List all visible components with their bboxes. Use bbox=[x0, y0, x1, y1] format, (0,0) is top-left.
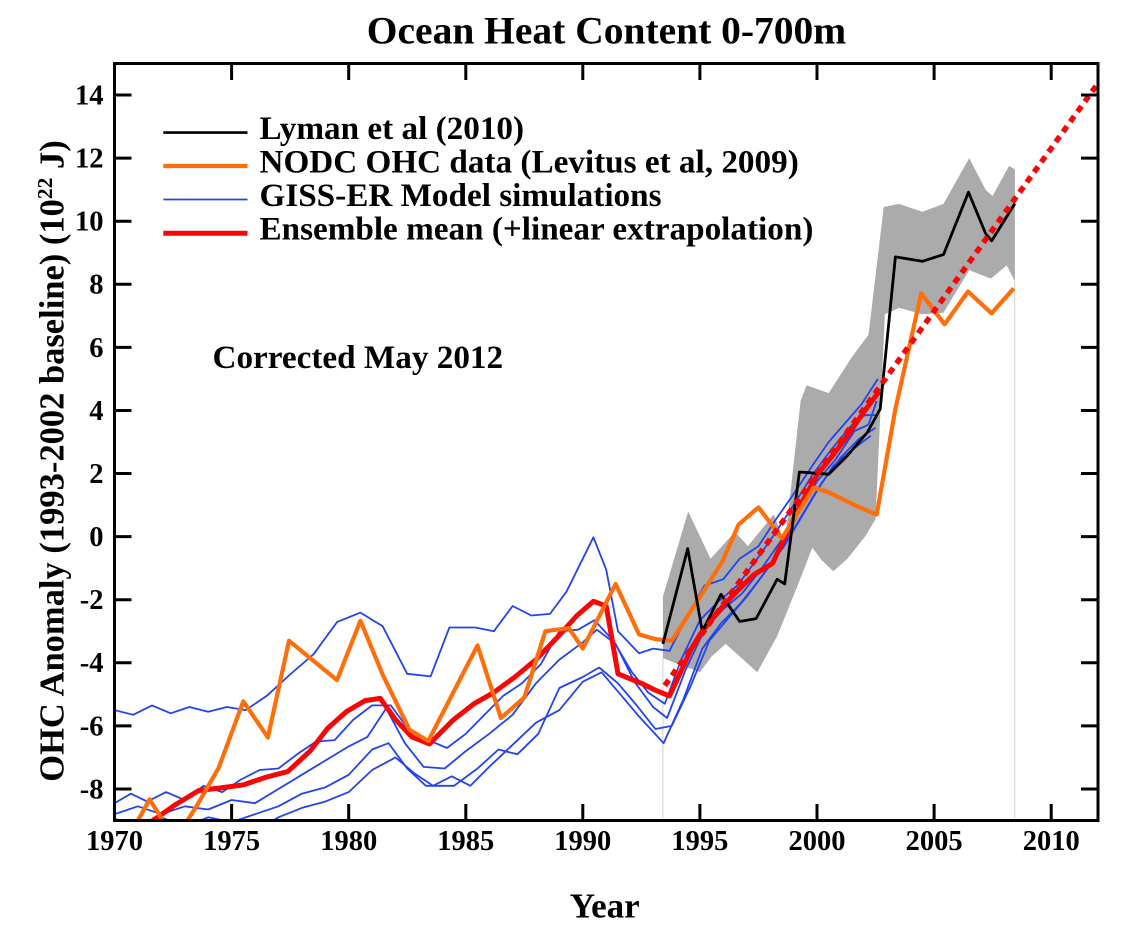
svg-text:1990: 1990 bbox=[554, 826, 611, 857]
svg-text:-8: -8 bbox=[80, 774, 104, 805]
svg-text:OHC Anomaly (1993-2002 baselin: OHC Anomaly (1993-2002 baseline) (1022 J… bbox=[33, 140, 72, 782]
svg-text:1975: 1975 bbox=[203, 826, 260, 857]
svg-text:-6: -6 bbox=[80, 711, 104, 742]
svg-text:2000: 2000 bbox=[789, 826, 846, 857]
svg-text:1995: 1995 bbox=[671, 826, 728, 857]
svg-text:4: 4 bbox=[89, 396, 103, 427]
svg-text:NODC OHC data (Levitus et al,: NODC OHC data (Levitus et al, 2009) bbox=[260, 143, 799, 180]
svg-text:0: 0 bbox=[89, 522, 103, 553]
svg-text:-2: -2 bbox=[80, 585, 104, 616]
svg-text:1980: 1980 bbox=[320, 826, 377, 857]
svg-text:Corrected May 2012: Corrected May 2012 bbox=[213, 339, 504, 376]
svg-text:2005: 2005 bbox=[906, 826, 963, 857]
svg-text:GISS-ER Model simulations: GISS-ER Model simulations bbox=[260, 177, 662, 214]
svg-text:-4: -4 bbox=[80, 648, 104, 679]
svg-text:2: 2 bbox=[89, 459, 103, 490]
svg-text:Ocean Heat Content 0-700m: Ocean Heat Content 0-700m bbox=[367, 9, 846, 53]
svg-text:14: 14 bbox=[75, 80, 104, 111]
svg-text:Year: Year bbox=[570, 886, 640, 925]
svg-text:10: 10 bbox=[75, 207, 104, 238]
svg-text:Ensemble mean (+linear extrapo: Ensemble mean (+linear extrapolation) bbox=[260, 211, 814, 248]
svg-text:1970: 1970 bbox=[86, 826, 143, 857]
svg-text:12: 12 bbox=[75, 144, 104, 175]
svg-text:8: 8 bbox=[89, 270, 103, 301]
svg-text:2010: 2010 bbox=[1023, 826, 1080, 857]
svg-text:1985: 1985 bbox=[437, 826, 494, 857]
svg-text:Lyman et al (2010): Lyman et al (2010) bbox=[260, 110, 525, 147]
svg-text:6: 6 bbox=[89, 333, 103, 364]
